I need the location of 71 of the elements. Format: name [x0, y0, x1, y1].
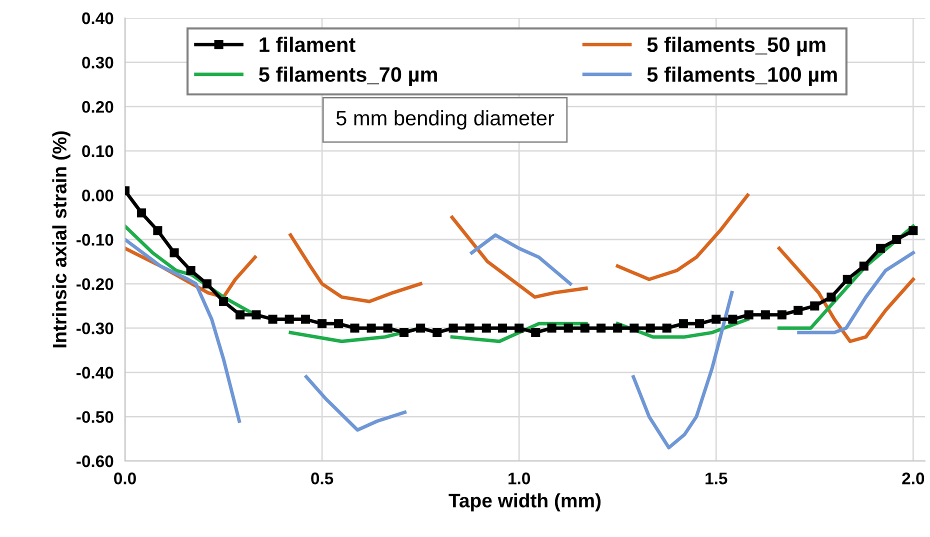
- x-tick-label: 1.0: [508, 472, 530, 484]
- point: [219, 297, 228, 306]
- point: [646, 324, 655, 333]
- point: [137, 208, 146, 218]
- point: [892, 234, 902, 244]
- y-tick-label: -0.20: [76, 278, 114, 290]
- point: [777, 310, 786, 320]
- point: [859, 262, 868, 271]
- point: [760, 310, 770, 320]
- point: [826, 292, 836, 302]
- y-tick-label: 0.40: [82, 12, 114, 24]
- point: [400, 328, 409, 338]
- legend-label: 1 filament: [260, 36, 356, 52]
- point: [678, 319, 688, 328]
- point: [842, 274, 852, 284]
- point: [465, 324, 474, 333]
- point: [514, 324, 524, 333]
- point: [318, 319, 327, 328]
- point: [153, 226, 162, 236]
- y-tick-label: 0.10: [82, 145, 114, 158]
- point: [268, 314, 278, 324]
- point: [334, 319, 344, 328]
- y-tick-label: 0.20: [82, 101, 114, 113]
- x-axis-title: Tape width (mm): [448, 493, 601, 512]
- point: [432, 328, 442, 338]
- point: [383, 324, 392, 333]
- y-tick-label: -0.40: [76, 366, 114, 379]
- legend-label: 5 filaments_70 µm: [259, 66, 438, 86]
- point: [580, 324, 590, 333]
- point: [712, 314, 721, 324]
- y-tick-label: 0.30: [82, 56, 114, 69]
- legend-label: 5 filaments_50 µm: [647, 36, 826, 56]
- x-tick-label: 1.5: [706, 472, 728, 484]
- point: [794, 306, 803, 315]
- point: [416, 324, 426, 333]
- point: [236, 310, 245, 320]
- y-tick-label: 0.00: [82, 190, 114, 202]
- point: [728, 314, 738, 324]
- point: [547, 324, 556, 333]
- point: [810, 301, 820, 310]
- point: [662, 324, 672, 333]
- point: [252, 310, 261, 320]
- annotation: 5 mm bending diameter: [336, 110, 554, 130]
- point: [202, 279, 212, 288]
- x-tick-label: 0.0: [114, 472, 136, 484]
- legend-label: 5 filaments_100 µm: [647, 66, 837, 86]
- point: [630, 324, 639, 333]
- point: [170, 248, 179, 258]
- point: [448, 324, 458, 333]
- point: [186, 266, 196, 276]
- point: [350, 324, 360, 333]
- point: [284, 314, 294, 324]
- point: [564, 324, 573, 333]
- y-tick-label: -0.60: [76, 455, 114, 468]
- point: [300, 314, 310, 324]
- y-tick-label: -0.30: [76, 322, 114, 334]
- point: [498, 324, 508, 333]
- point: [366, 324, 376, 333]
- point: [876, 244, 885, 253]
- point: [531, 328, 540, 338]
- point: [596, 324, 606, 333]
- point: [744, 310, 754, 320]
- point: [613, 324, 622, 333]
- y-axis-title: Intrinsic axial strain (%): [52, 131, 70, 348]
- point: [695, 319, 704, 328]
- point: [908, 226, 918, 236]
- point: [482, 324, 491, 333]
- x-tick-label: 2.0: [902, 472, 924, 484]
- y-tick-label: -0.10: [76, 234, 114, 246]
- y-tick-label: -0.50: [76, 411, 114, 423]
- x-tick-label: 0.5: [311, 472, 334, 484]
